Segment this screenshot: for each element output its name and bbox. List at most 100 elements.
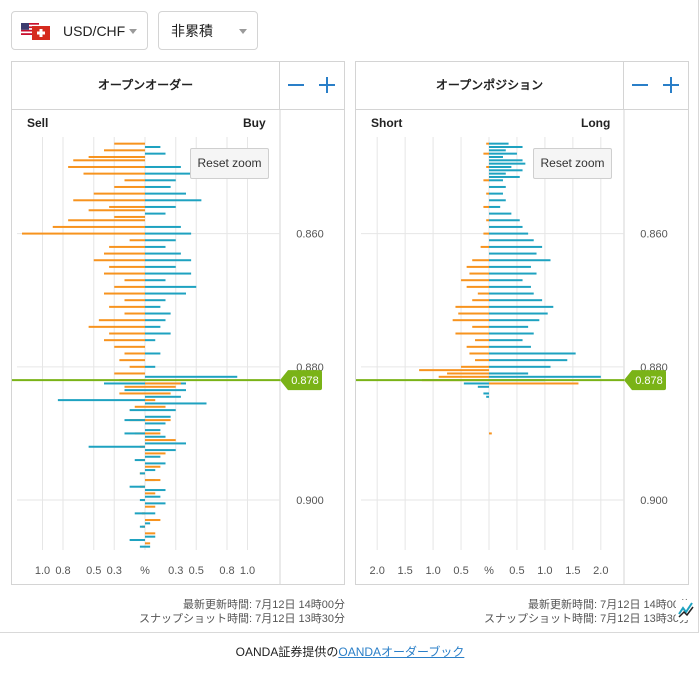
chart-bar <box>145 279 166 282</box>
chart-bar <box>489 375 601 378</box>
chart-bar <box>145 232 192 235</box>
chart-bar <box>489 299 543 302</box>
chart-bar <box>93 259 145 262</box>
chart-bar <box>145 469 156 472</box>
x-tick-label: 2.0 <box>370 565 385 577</box>
chart-bar <box>114 185 145 188</box>
chevron-down-icon <box>239 29 247 34</box>
zoom-out-button[interactable] <box>285 74 307 96</box>
pair-flags <box>21 22 51 40</box>
chart-bar <box>145 292 186 295</box>
chart-bar <box>466 285 489 288</box>
chart-bar <box>145 165 181 168</box>
chart-bar <box>489 179 503 182</box>
footer: OANDA証券提供のOANDAオーダーブック <box>0 643 700 660</box>
aggregation-mode-select[interactable]: 非累積 <box>158 11 258 50</box>
chart-bar <box>145 352 161 355</box>
chart-bar <box>145 422 166 425</box>
chart-bar <box>489 272 537 275</box>
x-tick-label: 1.0 <box>425 565 440 577</box>
chart-bar <box>124 419 145 422</box>
chart-bar <box>145 192 186 195</box>
x-tick-label: 1.0 <box>35 565 50 577</box>
x-tick-label: 1.5 <box>565 565 580 577</box>
chart-bar <box>104 382 145 385</box>
chart-bar <box>104 292 145 295</box>
minus-icon <box>288 84 304 86</box>
chart-bar <box>145 382 181 385</box>
chart-bar <box>461 279 489 282</box>
chart-bar <box>114 285 145 288</box>
chart-bar <box>145 259 192 262</box>
current-price-badge <box>624 370 666 391</box>
chart-bar <box>145 432 161 435</box>
oanda-orderbook-link[interactable]: OANDAオーダーブック <box>338 645 465 659</box>
reset-zoom-button[interactable]: Reset zoom <box>533 148 612 179</box>
reset-zoom-button[interactable]: Reset zoom <box>190 148 269 179</box>
chart-bar <box>489 345 531 348</box>
chart-bar <box>124 179 145 182</box>
updated-time-orders: 最新更新時間: 7月12日 14時00分 <box>183 599 345 611</box>
chart-bar <box>489 332 534 335</box>
chart-bar <box>489 259 551 262</box>
chart-bar <box>480 245 489 248</box>
chart-bar <box>489 359 568 362</box>
chart-bar <box>489 432 492 435</box>
chart-bar <box>145 392 171 395</box>
chart-bar <box>489 305 554 308</box>
chart-bar <box>455 332 489 335</box>
chart-bar <box>114 372 145 375</box>
chart-bar <box>145 319 166 322</box>
chart-bar <box>145 542 151 545</box>
x-tick-label: 0.8 <box>219 565 234 577</box>
chart-bar <box>104 272 145 275</box>
chart-bar <box>489 185 506 188</box>
chart-bar <box>129 539 145 542</box>
open-positions-panel: オープンポジション 2.0 1.5 1.0 0.5% 0.5 1.0 1.5 2.0 0.900… <box>355 61 689 585</box>
x-tick-label: 1.0 <box>537 565 552 577</box>
chart-bar <box>145 399 156 402</box>
long-label: Long <box>581 116 611 130</box>
chart-bar <box>489 319 540 322</box>
chart-bar <box>486 142 489 145</box>
chart-bar <box>104 339 145 342</box>
chart-bar <box>475 359 489 362</box>
chart-bar <box>438 375 489 378</box>
y-tick-label: 0.900 <box>296 495 324 507</box>
chart-bar <box>145 495 161 498</box>
chart-bar <box>486 165 489 168</box>
chart-bar <box>145 415 171 418</box>
chart-bar <box>88 445 145 448</box>
chart-bar <box>145 199 202 202</box>
chart-bar <box>145 519 161 522</box>
x-tick-label: 2.0 <box>593 565 608 577</box>
chart-bar <box>486 192 489 195</box>
zoom-out-button[interactable] <box>629 74 651 96</box>
chart-bar <box>489 382 579 385</box>
header-divider <box>623 62 624 109</box>
chart-bar <box>145 312 171 315</box>
chart-bar <box>145 502 166 505</box>
chart-bar <box>452 319 489 322</box>
chart-bar <box>469 352 489 355</box>
chart-bar <box>145 489 166 492</box>
zoom-in-button[interactable] <box>316 74 338 96</box>
currency-pair-select[interactable]: USD/CHF <box>11 11 148 50</box>
chart-bar <box>139 499 145 502</box>
zoom-in-button[interactable] <box>660 74 682 96</box>
chart-bar <box>477 385 489 388</box>
chart-bar <box>109 305 145 308</box>
chart-bar <box>489 159 523 162</box>
chart-bar <box>145 145 161 148</box>
chart-bar <box>469 272 489 275</box>
chart-bar <box>483 152 489 155</box>
chart-bar <box>109 205 145 208</box>
chart-bar <box>145 405 166 408</box>
chart-bar <box>489 285 531 288</box>
footer-prefix: OANDA証券提供の <box>235 645 339 659</box>
minus-icon <box>632 84 648 86</box>
chart-bar <box>489 149 506 152</box>
chart-bar <box>145 532 156 535</box>
chart-bar <box>73 199 145 202</box>
chart-bar <box>458 312 489 315</box>
